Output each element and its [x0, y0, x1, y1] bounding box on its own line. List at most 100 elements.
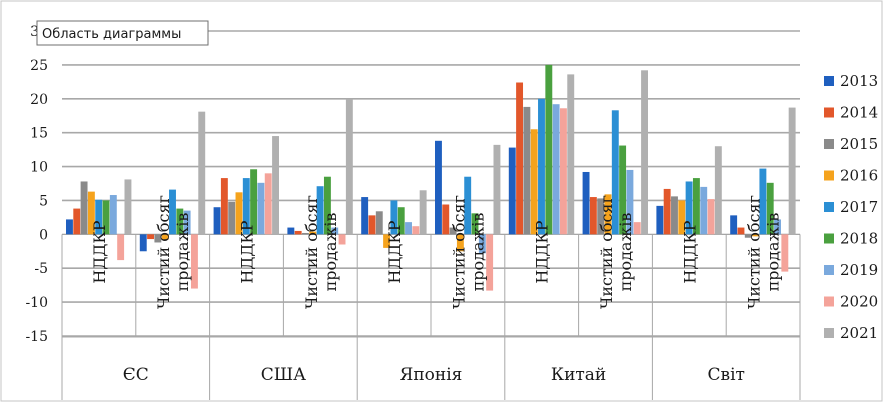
bar-2015 [80, 181, 88, 235]
bar-2021 [198, 111, 206, 235]
legend-label: 2018 [840, 230, 878, 248]
bar-2015 [375, 211, 383, 235]
legend-label: 2020 [840, 293, 878, 311]
bar-2019 [774, 219, 781, 235]
bar-2019 [552, 104, 560, 235]
bar-2019 [626, 169, 634, 235]
bar-2013 [435, 140, 442, 235]
y-tick-label: 25 [30, 58, 48, 74]
bar-2014 [516, 82, 524, 235]
bar-2015 [597, 198, 605, 235]
legend-swatch [824, 328, 834, 338]
category-label: НДДКР [680, 220, 699, 283]
bar-2020 [117, 234, 125, 261]
bar-2020 [707, 199, 715, 235]
bar-2020 [264, 173, 272, 235]
legend-swatch [824, 296, 834, 307]
bar-2016 [161, 234, 169, 240]
bar-2019 [405, 222, 412, 235]
bar-2020 [412, 226, 420, 235]
y-tick-label: 20 [30, 92, 48, 108]
bar-2015 [154, 234, 162, 243]
bar-2017 [390, 200, 398, 235]
bar-2019 [478, 234, 486, 254]
category-label: НДДКР [90, 220, 109, 283]
bar-2013 [730, 215, 738, 235]
bar-2013 [582, 171, 590, 235]
bar-2018 [619, 145, 627, 235]
y-tick-label: -10 [25, 295, 48, 311]
category-label: Чистий обсягпродажів [745, 195, 783, 309]
bar-2014 [294, 230, 302, 235]
y-tick-label: -15 [25, 329, 48, 345]
bar-2015 [302, 232, 309, 235]
bar-2014 [589, 197, 597, 235]
bar-2013 [361, 197, 369, 235]
bar-2020 [633, 222, 641, 235]
category-label: НДДКР [533, 220, 552, 283]
bar-2015 [523, 106, 531, 235]
bar-2021 [272, 136, 279, 235]
bar-2019 [109, 195, 117, 235]
bar-2017 [316, 186, 324, 235]
bar-2014 [73, 208, 81, 235]
bar-2015 [744, 234, 752, 238]
bar-2013 [213, 207, 221, 235]
bar-2016 [87, 191, 95, 235]
y-tick-label: 10 [30, 160, 48, 176]
bar-2017 [611, 110, 619, 235]
bar-2019 [257, 182, 265, 235]
group-label: Китай [551, 365, 606, 385]
bars [66, 64, 796, 291]
bar-2020 [338, 234, 346, 245]
bar-2018 [102, 200, 110, 235]
group-label: ЄС [123, 365, 149, 385]
bar-2018 [692, 178, 700, 235]
legend-swatch [824, 170, 834, 181]
bar-2021 [567, 74, 575, 235]
category-label: Чистий обсягпродажів [597, 195, 635, 309]
legend-label: 2016 [840, 167, 878, 185]
bar-2021 [493, 144, 501, 235]
group-label: США [261, 365, 306, 385]
legend-label: 2015 [840, 135, 878, 153]
bar-2018 [323, 176, 331, 235]
bar-2018 [545, 64, 553, 235]
bar-2020 [781, 234, 789, 272]
bar-2016 [309, 231, 317, 235]
bar-2016 [383, 234, 391, 248]
legend-label: 2013 [840, 72, 878, 90]
category-frame: ЄС США Японія Китай Світ [61, 234, 801, 400]
bar-2018 [176, 208, 184, 235]
bar-2017 [242, 178, 250, 235]
bar-2015 [228, 201, 236, 235]
legend-label: 2017 [840, 198, 878, 216]
y-tick-label: 15 [30, 126, 48, 142]
chart-area-tooltip: Область диаграммы [36, 20, 209, 46]
legend-swatch [824, 202, 834, 212]
bar-2020 [559, 108, 567, 235]
group-label: Світ [707, 365, 744, 385]
y-tick-label: 5 [39, 193, 48, 209]
bar-2017 [538, 98, 545, 235]
category-labels: НДДКР Чистий обсягпродажів НДДКР Чистий обс… [90, 195, 783, 309]
bar-2013 [66, 219, 73, 235]
bar-2014 [368, 215, 376, 235]
category-label: НДДКР [238, 220, 257, 283]
y-tick-label: -5 [34, 261, 48, 277]
category-label: Чистий обсягпродажів [302, 195, 340, 309]
legend-swatch [824, 76, 834, 86]
tooltip-text: Область диаграммы [42, 27, 181, 42]
bar-2014 [737, 227, 745, 235]
bar-2019 [183, 210, 191, 235]
bar-2017 [759, 168, 767, 235]
bar-2019 [700, 186, 708, 235]
y-axis-ticks: -15-10-5051015202530 [25, 24, 48, 345]
bar-2014 [147, 234, 155, 240]
bar-2014 [663, 188, 671, 235]
bar-2019 [331, 227, 339, 235]
bar-2018 [250, 169, 258, 235]
bar-2017 [464, 176, 472, 235]
